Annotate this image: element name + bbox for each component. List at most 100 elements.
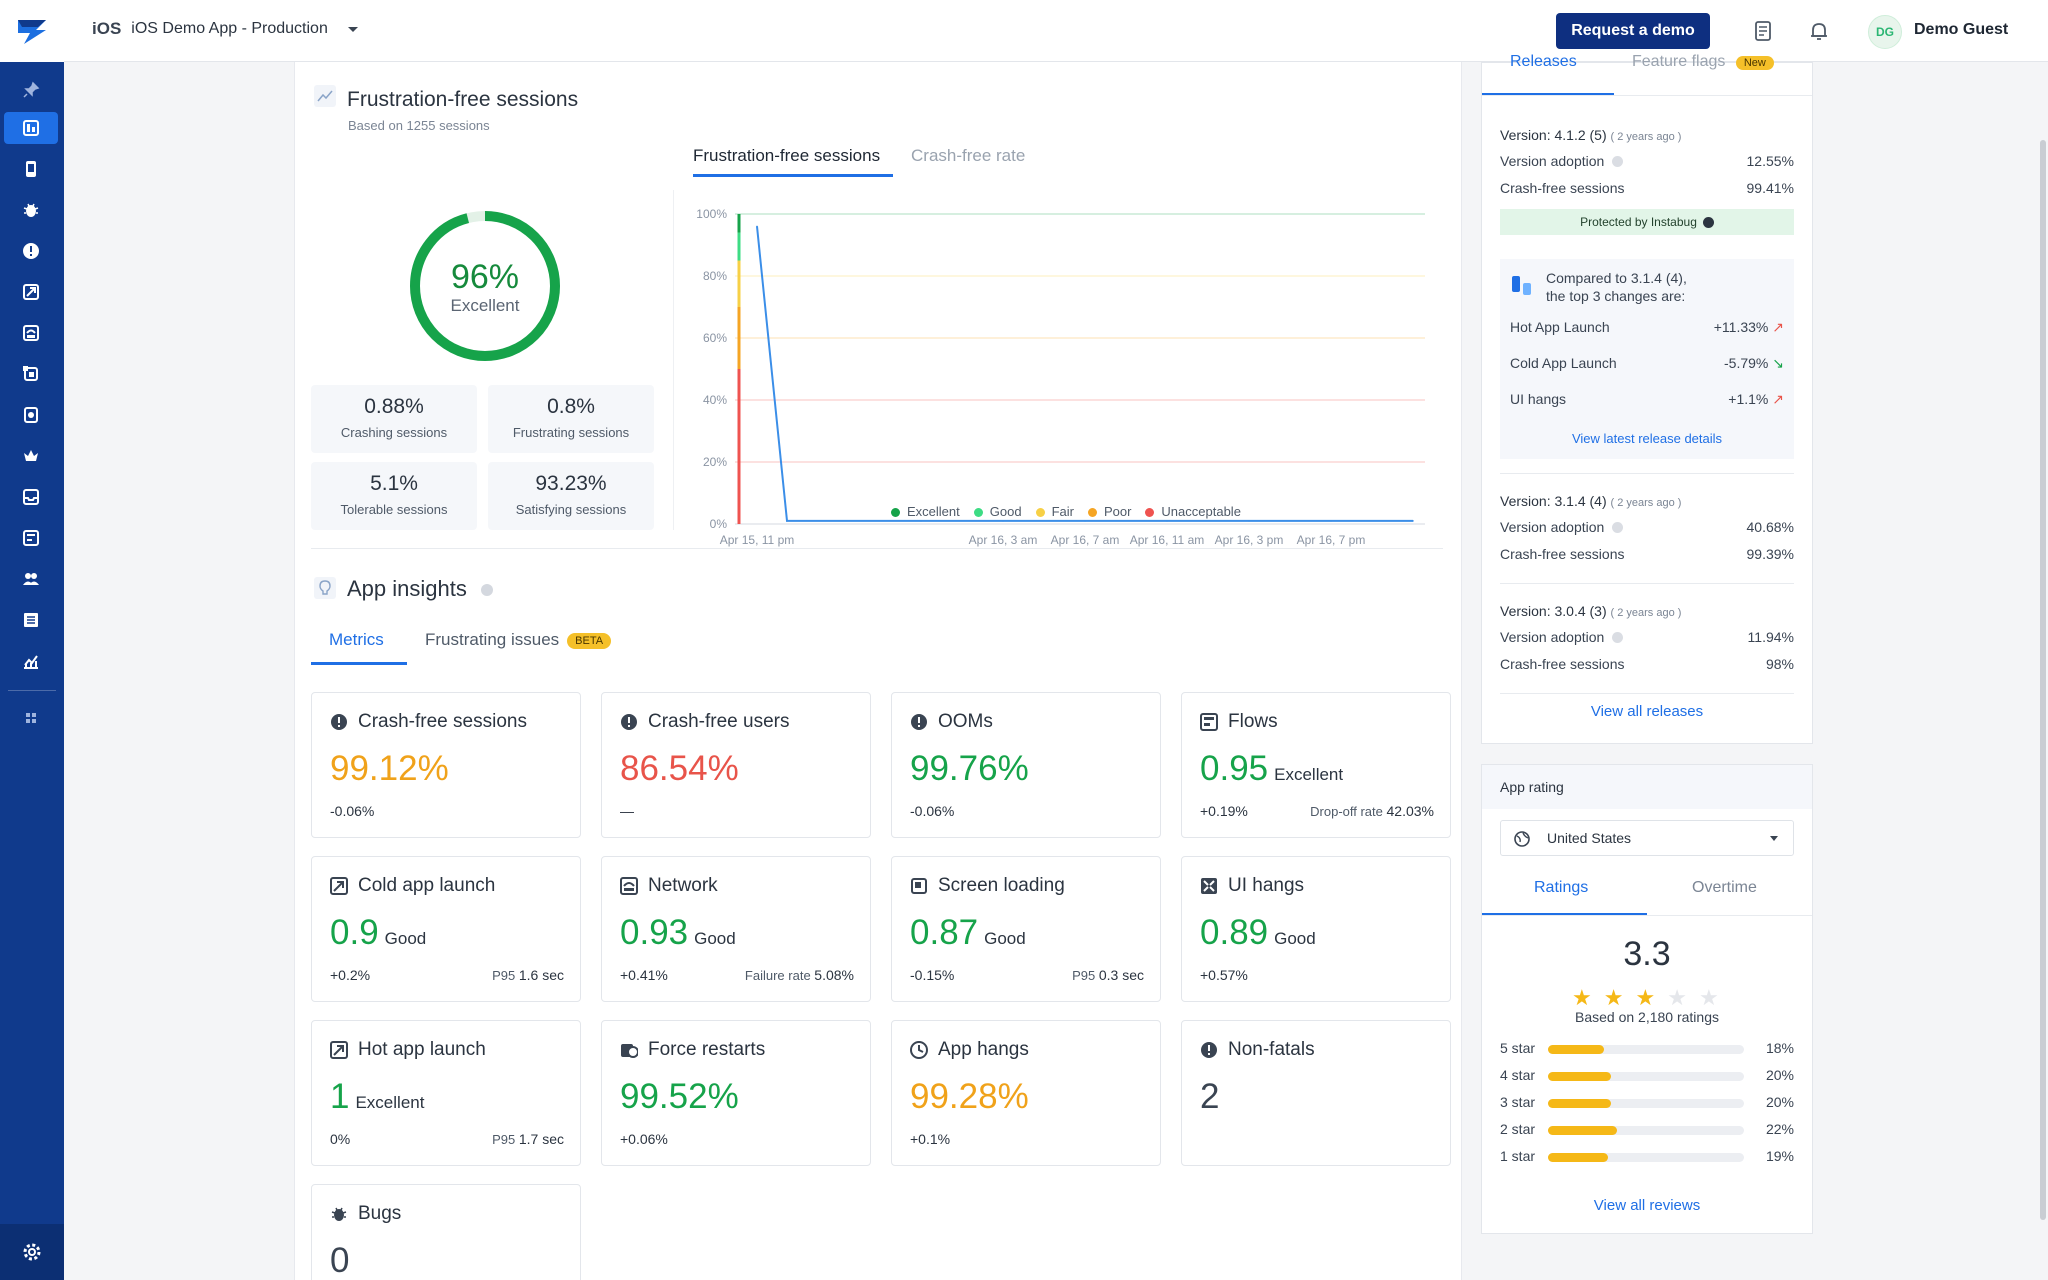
legend-label: Unacceptable xyxy=(1161,504,1241,519)
compare-line: Compared to 3.1.4 (4), xyxy=(1546,270,1687,286)
view-all-reviews-link[interactable]: View all reviews xyxy=(1593,1197,1701,1214)
card-title-text: Screen loading xyxy=(938,875,1065,896)
tab-frustration-free[interactable]: Frustration-free sessions xyxy=(693,146,881,165)
sidebar-item-flows[interactable] xyxy=(4,522,58,554)
sidebar-item-screen-loading[interactable] xyxy=(4,358,58,390)
country-select[interactable]: United States xyxy=(1500,820,1794,856)
data-point xyxy=(756,225,758,228)
metric-card-ui-hangs[interactable]: UI hangs 0.89 Good +0.57% xyxy=(1181,856,1451,1002)
change-row: UI hangs +1.1% ↗ xyxy=(1510,391,1784,408)
extra-value: 5.08% xyxy=(814,967,854,983)
sidebar-item-users[interactable] xyxy=(4,563,58,595)
sidebar-item-releases[interactable] xyxy=(4,153,58,185)
crash-free-row: Crash-free sessions 98% xyxy=(1500,656,1794,672)
avatar[interactable]: DG xyxy=(1868,15,1902,49)
metric-card-flows[interactable]: Flows 0.95 Excellent +0.19% Drop-off rate 42… xyxy=(1181,692,1451,838)
page-scrollbar[interactable] xyxy=(2040,140,2046,1220)
tab-releases[interactable]: Releases xyxy=(1510,53,1577,70)
sidebar-item-apps[interactable] xyxy=(4,702,58,734)
view-all-releases-link[interactable]: View all releases xyxy=(1590,703,1704,720)
star-rating: ★ ★ ★ ★ ★ xyxy=(1572,985,1719,1011)
arrow-up-icon: ↗ xyxy=(1772,391,1784,407)
legend-item[interactable]: Good xyxy=(973,504,1022,519)
bar-label: 1 star xyxy=(1500,1148,1536,1164)
tab-metrics[interactable]: Metrics xyxy=(329,630,384,649)
kv-label: Crash-free sessions xyxy=(1500,180,1625,196)
app-switcher[interactable]: iOS iOS Demo App - Production xyxy=(92,19,360,39)
tab-ratings[interactable]: Ratings xyxy=(1534,879,1589,896)
legend-item[interactable]: Excellent xyxy=(891,504,960,519)
sidebar-divider xyxy=(8,690,56,691)
metric-card-force-restarts[interactable]: Force restarts 99.52% +0.06% xyxy=(601,1020,871,1166)
stat-satisfying: 93.23% Satisfying sessions xyxy=(488,462,654,530)
metric-value: 0 xyxy=(330,1241,350,1280)
bell-icon[interactable] xyxy=(1808,20,1830,42)
legend-label: Good xyxy=(989,504,1022,519)
info-icon[interactable] xyxy=(481,584,493,596)
crash-free-row: Crash-free sessions 99.39% xyxy=(1500,546,1794,562)
data-point xyxy=(920,520,922,522)
metric-extra: P95 1.7 sec xyxy=(492,1131,564,1147)
metric-card-crash-free-users[interactable]: Crash-free users 86.54% — xyxy=(601,692,871,838)
metric-card-crash-free-sessions[interactable]: Crash-free sessions 99.12% -0.06% xyxy=(311,692,581,838)
sidebar-item-feature-requests[interactable] xyxy=(4,481,58,513)
metric-card-hot-app-launch[interactable]: Hot app launch 1 Excellent 0% P95 1.7 sec xyxy=(311,1020,581,1166)
metric-value: 2 xyxy=(1200,1077,1220,1116)
list-icon xyxy=(24,613,38,627)
screen-loading-icon xyxy=(23,366,38,381)
legend-item[interactable]: Poor xyxy=(1087,504,1131,519)
info-icon[interactable] xyxy=(1702,216,1714,228)
sidebar-item-crashes[interactable] xyxy=(4,235,58,267)
tab-feature-flags[interactable]: Feature flags New xyxy=(1632,53,1774,71)
stat-frustrating: 0.8% Frustrating sessions xyxy=(488,385,654,453)
card-title-text: Cold app launch xyxy=(358,875,496,896)
card-title-text: App hangs xyxy=(938,1039,1029,1060)
legend-item[interactable]: Unacceptable xyxy=(1145,504,1241,519)
sidebar-item-surveys[interactable] xyxy=(4,440,58,472)
metric-card-app-hangs[interactable]: App hangs 99.28% +0.1% xyxy=(891,1020,1161,1166)
extra-label: Drop-off rate xyxy=(1310,804,1383,819)
bar-pct: 22% xyxy=(1765,1121,1794,1137)
card-value: 99.12% xyxy=(330,749,449,789)
info-icon[interactable] xyxy=(1612,631,1624,643)
tab-overtime[interactable]: Overtime xyxy=(1692,879,1757,896)
change-value: +1.1% xyxy=(1728,391,1769,407)
metric-card-ooms[interactable]: OOMs 99.76% -0.06% xyxy=(891,692,1161,838)
kv-label: Version adoption xyxy=(1500,153,1605,169)
stat-crashing: 0.88% Crashing sessions xyxy=(311,385,477,453)
legend-swatch xyxy=(891,508,900,518)
legend-swatch xyxy=(973,508,983,518)
metric-card-bugs[interactable]: Bugs 0 xyxy=(311,1184,581,1280)
sidebar-item-bugs[interactable] xyxy=(4,194,58,226)
sidebar-item-sessions[interactable] xyxy=(4,399,58,431)
sidebar-item-analytics[interactable] xyxy=(4,645,58,677)
pin-icon[interactable] xyxy=(4,74,58,106)
info-icon[interactable] xyxy=(1612,521,1624,533)
settings-button[interactable] xyxy=(0,1224,64,1280)
metric-card-non-fatals[interactable]: Non-fatals 2 xyxy=(1181,1020,1451,1166)
version-age: ( 2 years ago ) xyxy=(1610,131,1682,143)
request-demo-button[interactable]: Request a demo xyxy=(1556,13,1710,49)
sidebar-item-dashboard[interactable] xyxy=(4,112,58,144)
launch-icon xyxy=(330,1041,348,1059)
metric-card-cold-app-launch[interactable]: Cold app launch 0.9 Good +0.2% P95 1.6 sec xyxy=(311,856,581,1002)
docs-icon[interactable] xyxy=(1752,20,1774,42)
info-icon[interactable] xyxy=(1612,155,1624,167)
sidebar-item-reports[interactable] xyxy=(4,604,58,636)
metric-card-network[interactable]: Network 0.93 Good +0.41% Failure rate 5.08% xyxy=(601,856,871,1002)
metric-card-screen-loading[interactable]: Screen loading 0.87 Good -0.15% P95 0.3 sec xyxy=(891,856,1161,1002)
data-point xyxy=(1166,520,1168,522)
sidebar-item-network[interactable] xyxy=(4,317,58,349)
app-rating-card: App rating United States Ratings Overtim… xyxy=(1481,764,1813,1234)
sidebar-item-app-performance[interactable] xyxy=(4,276,58,308)
x-tick-label: Apr 16, 7 am xyxy=(1051,533,1120,547)
instabug-logo[interactable] xyxy=(0,0,64,62)
network-icon xyxy=(620,877,638,895)
legend-item[interactable]: Fair xyxy=(1035,504,1074,519)
view-latest-release-link[interactable]: View latest release details xyxy=(1571,431,1723,446)
tab-frustrating-issues[interactable]: Frustrating issues BETA xyxy=(425,630,612,650)
user-name[interactable]: Demo Guest xyxy=(1914,21,2009,38)
bar-fill xyxy=(1548,1099,1611,1108)
score-gauge xyxy=(410,211,560,361)
tab-crash-free-rate[interactable]: Crash-free rate xyxy=(911,146,1026,165)
